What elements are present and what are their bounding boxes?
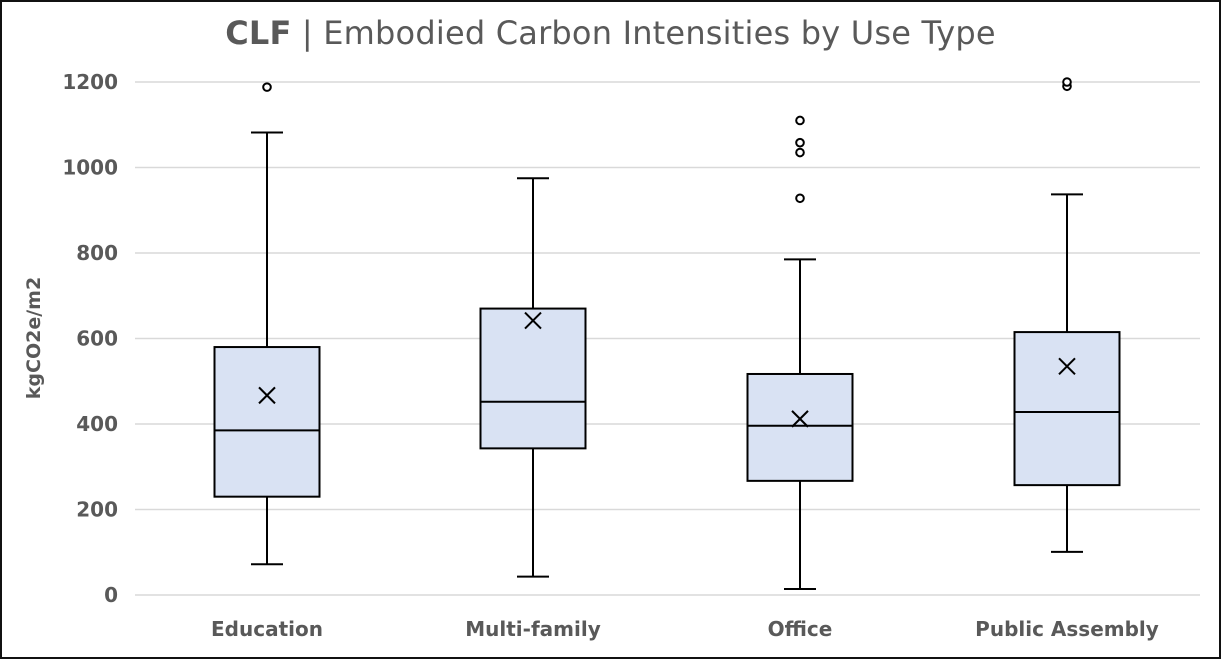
mean-marker (524, 311, 542, 330)
iqr-box (1013, 331, 1121, 487)
chart-title-bold: CLF (225, 14, 292, 52)
iqr-box (213, 346, 321, 498)
y-tick-label: 1200 (62, 70, 118, 94)
outlier-point (1062, 77, 1072, 87)
box-group (213, 82, 321, 566)
outlier-point (795, 115, 805, 126)
outlier-point (795, 137, 805, 148)
y-tick-label: 400 (76, 412, 118, 436)
chart-title-rest: | Embodied Carbon Intensities by Use Typ… (291, 14, 996, 52)
y-tick-label: 200 (76, 498, 118, 522)
outlier-point (795, 147, 805, 158)
chart-title: CLF | Embodied Carbon Intensities by Use… (0, 14, 1221, 52)
mean-marker (791, 410, 809, 428)
outlier-point (795, 193, 805, 204)
mean-marker (1058, 357, 1076, 375)
box-group (746, 115, 854, 591)
mean-marker-stroke (258, 386, 276, 405)
y-tick-label: 800 (76, 241, 118, 265)
category-label: Office (768, 617, 833, 641)
box-group (1013, 77, 1121, 553)
iqr-box (746, 372, 854, 482)
category-label: Multi-family (465, 617, 601, 641)
box-group (479, 177, 587, 578)
mean-marker-stroke (791, 410, 809, 428)
category-label: Education (211, 617, 323, 641)
boxes (213, 77, 1121, 591)
iqr-box (479, 307, 587, 450)
mean-marker-stroke (524, 311, 542, 330)
y-tick-label: 1000 (62, 156, 118, 180)
y-tick-labels: 0 200 400 600 800 1000 1200 (62, 70, 118, 607)
y-tick-label: 600 (76, 327, 118, 351)
category-label: Public Assembly (975, 617, 1159, 641)
mean-marker (258, 386, 276, 405)
category-labels: Education Multi-family Office Public Assemb… (211, 617, 1159, 641)
outlier-point (262, 82, 272, 92)
mean-marker-stroke (1058, 357, 1076, 375)
y-tick-label: 0 (104, 583, 118, 607)
